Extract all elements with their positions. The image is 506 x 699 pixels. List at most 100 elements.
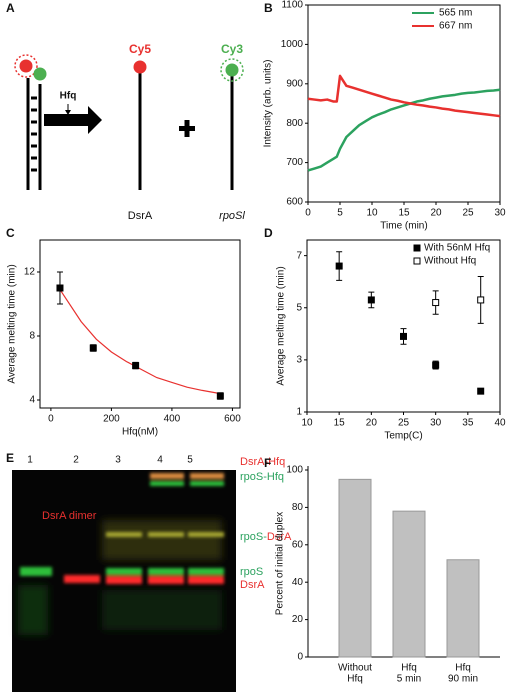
panel-letter: D xyxy=(264,226,273,240)
plus xyxy=(184,120,190,137)
band-label-part: DsrA xyxy=(240,579,265,591)
cy5-dye xyxy=(133,60,147,74)
data-line xyxy=(307,88,501,172)
x-tick-label: 10 xyxy=(301,418,313,429)
cy3-label: Cy3 xyxy=(221,42,243,56)
band-label: DsrA xyxy=(240,579,265,591)
legend-swatch xyxy=(413,244,421,252)
x-tick-label: 35 xyxy=(462,418,474,429)
x-tick-label: Hfq xyxy=(401,663,417,674)
x-tick-label: 40 xyxy=(494,418,506,429)
x-tick-label: 0 xyxy=(48,414,54,425)
band-label-part: DsrA-Hfq xyxy=(240,456,285,468)
x-tick-label: 30 xyxy=(494,208,506,219)
bar xyxy=(338,478,372,658)
x-tick-label: Without xyxy=(338,663,372,674)
legend-label: With 56nM Hfq xyxy=(424,243,490,254)
band-label-part: rpoS- xyxy=(240,531,267,543)
gel-bands xyxy=(20,473,224,584)
gel-inner-label: DsrA dimer xyxy=(42,510,97,522)
x-tick-label: 5 min xyxy=(397,674,421,685)
data-line xyxy=(307,74,501,118)
strand-label: DsrA xyxy=(128,210,153,222)
band-label: rpoS-Hfq xyxy=(240,471,284,483)
hfq-arrow-head xyxy=(65,110,71,115)
plot-frame xyxy=(39,239,241,409)
diagram-a: A Hfq Cy5 DsrA Cy3 rpoSl xyxy=(6,1,245,222)
y-tick-label: 80 xyxy=(292,502,304,513)
data-point xyxy=(432,299,440,307)
gel-e: E DsrA dimer 1 2 3 4 5 DsrA-HfqrpoS-HfqrpoS-D… xyxy=(6,451,292,692)
panel-letter: F xyxy=(264,456,271,470)
lane-label: 1 xyxy=(27,455,33,466)
y-tick-label: 1100 xyxy=(281,0,303,11)
x-tick-label: 30 xyxy=(430,418,442,429)
bar xyxy=(446,559,480,658)
y-tick-label: 4 xyxy=(29,395,35,406)
data-point xyxy=(400,332,407,340)
y-tick-label: 3 xyxy=(296,355,302,366)
data-point xyxy=(477,387,485,395)
panel-letter: A xyxy=(6,1,15,15)
y-tick-label: 800 xyxy=(286,118,303,129)
x-tick-label: Hfq xyxy=(347,674,363,685)
panel-c: C 4 8 12 0 200 400 600 Hfq(nM) Average melting ti… xyxy=(6,226,241,437)
x-tick-label: 200 xyxy=(103,414,120,425)
panel-letter: C xyxy=(6,226,15,240)
x-tick-label: 25 xyxy=(462,208,474,219)
cy5-dye xyxy=(19,59,33,73)
data-point xyxy=(216,392,224,400)
y-axis-label: Average melting time (min) xyxy=(7,264,18,383)
lane-label: 2 xyxy=(73,455,79,466)
x-tick-label: 10 xyxy=(366,208,378,219)
lane-label: 5 xyxy=(187,455,193,466)
data-point xyxy=(89,344,97,352)
x-tick-label: 90 min xyxy=(448,674,478,685)
panel-f: F 0 20 40 60 80 100 Percent of initial duplex Wi… xyxy=(264,456,500,685)
y-tick-label: 60 xyxy=(292,539,304,550)
panel-letter: E xyxy=(6,451,14,465)
fit-line xyxy=(59,289,221,395)
y-tick-label: 1 xyxy=(296,407,302,418)
cy5-burst xyxy=(14,54,38,78)
data-point xyxy=(335,262,343,270)
data-point xyxy=(477,296,485,304)
band-label: DsrA-Hfq xyxy=(240,456,285,468)
x-tick-label: 15 xyxy=(334,418,346,429)
legend-label: 565 nm xyxy=(439,8,472,19)
x-tick-label: 20 xyxy=(430,208,442,219)
bar xyxy=(392,510,426,658)
cy5-label: Cy5 xyxy=(129,42,151,56)
x-tick-label: 25 xyxy=(398,418,410,429)
x-tick-label: 5 xyxy=(337,208,343,219)
band-label-part: rpoS xyxy=(240,566,263,578)
data-point xyxy=(132,362,140,370)
legend-swatch xyxy=(413,257,421,265)
y-tick-label: 1000 xyxy=(281,39,304,50)
x-axis-label: Hfq(nM) xyxy=(122,427,158,438)
x-tick-label: 15 xyxy=(398,208,410,219)
x-axis-label: Temp(C) xyxy=(384,431,422,442)
y-tick-label: 0 xyxy=(297,652,303,663)
x-tick-label: Hfq xyxy=(455,663,471,674)
data-point xyxy=(367,296,375,304)
y-axis-label: Percent of initial duplex xyxy=(275,512,286,615)
arrow xyxy=(44,106,102,134)
y-tick-label: 700 xyxy=(286,157,303,168)
y-axis-label: Intensity (arb. units) xyxy=(263,60,274,148)
y-tick-label: 20 xyxy=(292,614,304,625)
data-point xyxy=(56,284,64,292)
gel-smears xyxy=(18,520,222,635)
y-axis-label: Average melting time (min) xyxy=(276,266,287,385)
panel-letter: B xyxy=(264,1,273,15)
band-label: rpoS-DsrA xyxy=(240,531,292,543)
strand-label: rpoSl xyxy=(219,210,245,222)
data-point xyxy=(432,361,440,369)
hfq-label: Hfq xyxy=(60,91,77,102)
cy3-burst xyxy=(220,58,244,82)
y-tick-label: 7 xyxy=(296,250,302,261)
legend-label: 667 nm xyxy=(439,21,472,32)
y-tick-label: 600 xyxy=(286,197,303,208)
y-tick-label: 100 xyxy=(286,465,303,476)
y-tick-label: 5 xyxy=(296,302,302,313)
